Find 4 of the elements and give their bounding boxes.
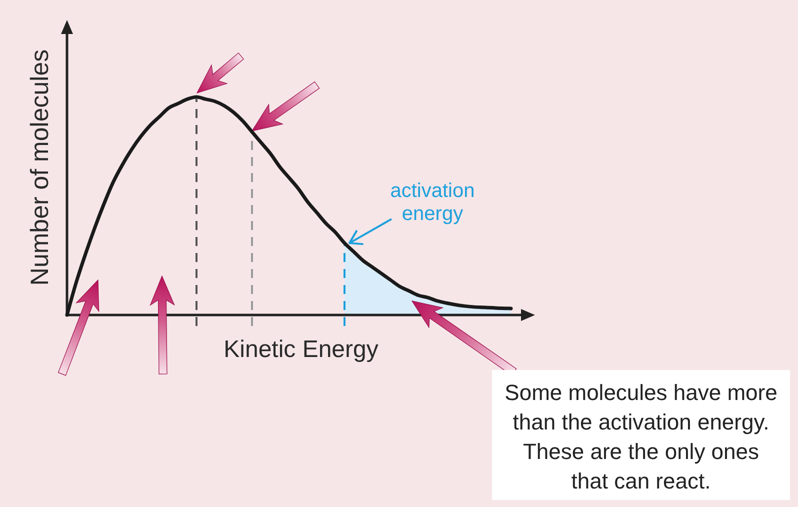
annotation: activation energy (390, 180, 475, 226)
x-axis-title: Kinetic Energy (224, 336, 378, 363)
y-axis-title: Number of molecules (26, 49, 54, 286)
text: Some molecules have more than the activation energy. These are the only ones that can react. (504, 380, 778, 494)
